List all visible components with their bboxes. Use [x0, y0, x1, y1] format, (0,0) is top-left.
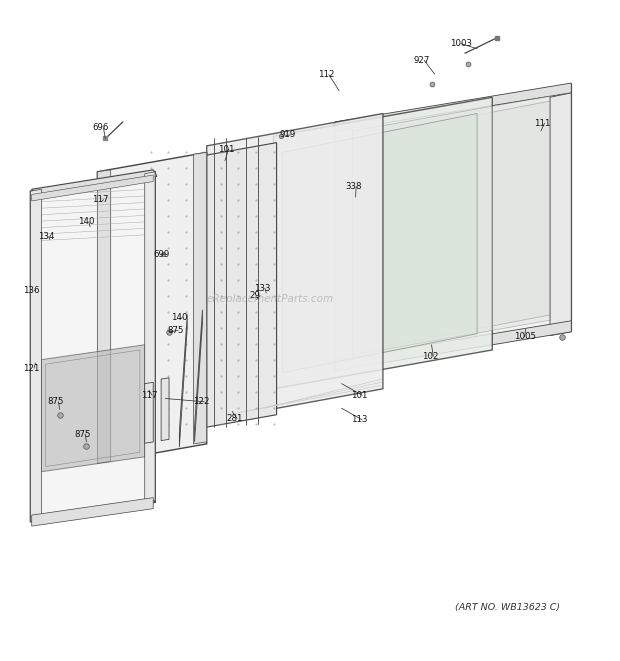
Polygon shape [32, 170, 157, 196]
Polygon shape [97, 153, 206, 463]
Text: 134: 134 [38, 232, 55, 241]
Polygon shape [335, 83, 571, 131]
Text: 117: 117 [92, 195, 109, 204]
Text: 927: 927 [414, 56, 430, 65]
Text: 133: 133 [254, 284, 270, 293]
Polygon shape [335, 321, 571, 371]
Text: 696: 696 [92, 123, 109, 132]
Polygon shape [179, 315, 187, 447]
Text: 281: 281 [226, 414, 242, 423]
Polygon shape [335, 120, 353, 371]
Text: 113: 113 [352, 415, 368, 424]
Text: eReplacementParts.com: eReplacementParts.com [207, 294, 334, 305]
Text: 1005: 1005 [513, 332, 536, 342]
Text: (ART NO. WB13623 C): (ART NO. WB13623 C) [455, 603, 560, 612]
Text: 101: 101 [218, 145, 234, 153]
Text: 875: 875 [167, 326, 184, 335]
Polygon shape [32, 498, 153, 526]
Polygon shape [30, 172, 155, 522]
Polygon shape [149, 143, 277, 438]
Text: 101: 101 [352, 391, 368, 400]
Polygon shape [30, 189, 42, 522]
Text: 875: 875 [74, 430, 91, 439]
Polygon shape [144, 172, 155, 502]
Text: 117: 117 [141, 391, 157, 400]
Text: 1003: 1003 [450, 39, 472, 48]
Text: 121: 121 [23, 364, 40, 373]
Polygon shape [334, 85, 571, 369]
Text: 140: 140 [78, 217, 94, 226]
Polygon shape [273, 97, 492, 389]
Polygon shape [193, 153, 206, 444]
Polygon shape [350, 100, 553, 353]
Polygon shape [206, 114, 383, 421]
Text: 919: 919 [280, 130, 296, 139]
Text: 699: 699 [153, 250, 169, 258]
Polygon shape [550, 93, 571, 336]
Text: 338: 338 [345, 182, 361, 191]
Polygon shape [97, 170, 111, 463]
Polygon shape [195, 310, 203, 442]
Text: 122: 122 [193, 397, 210, 407]
Text: 136: 136 [23, 286, 40, 295]
Polygon shape [161, 378, 169, 441]
Text: 29: 29 [249, 291, 260, 300]
Polygon shape [144, 382, 153, 444]
Text: 140: 140 [172, 313, 188, 322]
Polygon shape [42, 345, 144, 472]
Polygon shape [32, 175, 153, 201]
Polygon shape [353, 96, 550, 355]
Text: 875: 875 [48, 397, 64, 407]
Text: 111: 111 [534, 119, 550, 128]
Polygon shape [283, 114, 477, 373]
Text: 112: 112 [318, 70, 334, 79]
Text: 102: 102 [422, 352, 439, 361]
